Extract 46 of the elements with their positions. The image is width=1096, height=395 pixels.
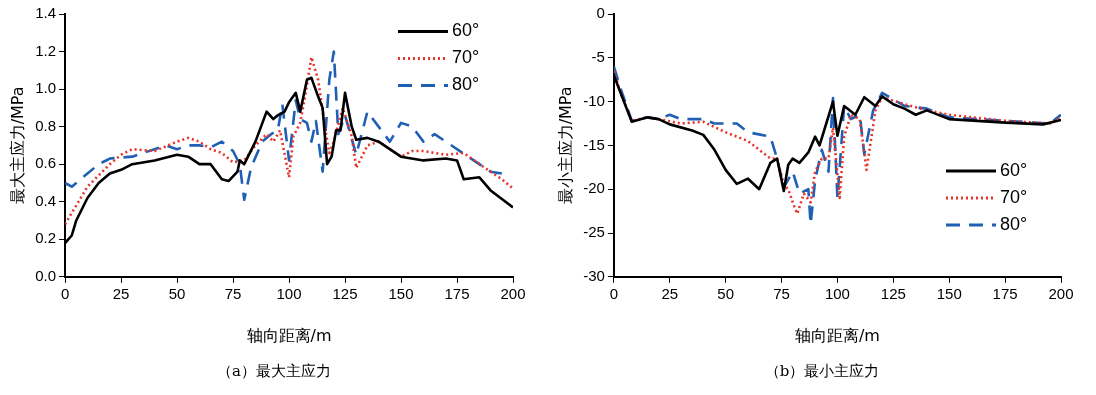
line-series [65,50,504,202]
legend-label: 70° [452,47,480,68]
y-tick-label: -5 [591,47,605,65]
y-tick-label: -25 [583,223,605,241]
legend-label: 60° [452,20,480,41]
x-tick-label: 50 [168,284,186,302]
x-tick-label: 175 [444,284,470,302]
x-tick-label: 50 [717,284,734,302]
y-tick-label: 0.6 [35,154,57,172]
y-tick-label: 0.0 [35,266,57,284]
x-tick-label: 100 [276,284,302,302]
y-tick-label: -15 [583,135,605,153]
x-axis-title: 轴向距离/m [246,325,332,345]
x-tick-label: 125 [332,284,358,302]
x-tick-label: 175 [992,284,1018,302]
x-tick-label: 150 [936,284,962,302]
y-tick-label: 0.4 [35,191,57,209]
x-tick-label: 25 [661,284,679,302]
x-tick-label: 75 [224,284,242,302]
y-tick-label: 1.0 [35,79,57,97]
x-tick-label: 150 [388,284,414,302]
y-axis-title: 最大主应力/MPa [7,86,27,205]
y-tick-label: -20 [583,179,605,197]
x-tick-label: 200 [1048,284,1074,302]
y-tick-label: 0 [596,4,605,22]
y-axis-title: 最小主应力/MPa [555,86,575,205]
x-tick-label: 25 [112,284,130,302]
x-tick-label: 125 [880,284,906,302]
y-tick-label: 1.2 [35,41,57,59]
x-axis-title: 轴向距离/m [794,325,880,345]
x-tick-label: 0 [60,284,70,302]
legend-label: 60° [1000,159,1028,180]
y-tick-label: 1.4 [35,4,57,22]
x-tick-label: 100 [824,284,850,302]
legend-label: 80° [452,74,480,95]
y-tick-label: -10 [583,91,605,109]
legend-label: 70° [1000,186,1028,207]
y-tick-label: 0.8 [35,116,57,134]
x-tick-label: 0 [609,284,619,302]
text: （a）最大主应力 [216,362,332,381]
x-tick-label: 200 [500,284,526,302]
y-tick-label: -30 [583,266,605,284]
x-tick-label: 75 [773,284,790,302]
text: （b）最小主应力 [763,362,881,381]
y-tick-label: 0.2 [35,229,57,247]
legend-label: 80° [1000,213,1028,234]
